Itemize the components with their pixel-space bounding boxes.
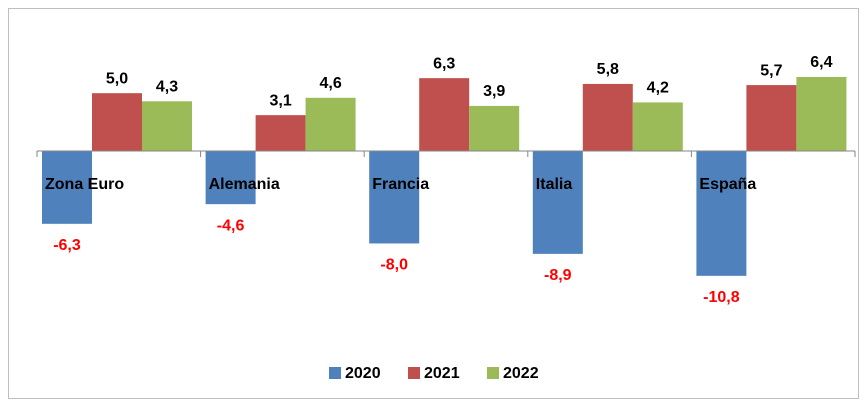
value-label: 6,4	[810, 54, 832, 71]
bar	[632, 102, 683, 151]
bar	[796, 76, 847, 151]
value-label: 5,7	[760, 62, 782, 79]
legend-label: 2020	[345, 365, 381, 382]
bar	[255, 115, 306, 151]
legend-swatch	[329, 367, 341, 379]
value-label: 3,9	[483, 83, 505, 100]
bar	[419, 78, 470, 151]
x-tick-label: Zona Euro	[45, 176, 124, 193]
value-label: 5,8	[597, 61, 619, 78]
value-label: 4,3	[156, 78, 178, 95]
legend-label: 2022	[503, 365, 539, 382]
bar	[142, 101, 192, 151]
bar	[205, 150, 256, 205]
x-tick-label: Alemania	[209, 176, 280, 193]
value-label: 3,1	[269, 92, 291, 109]
bar	[305, 97, 356, 151]
bar	[92, 93, 142, 151]
value-label: 4,2	[647, 80, 669, 97]
bar	[369, 150, 420, 244]
bar	[746, 85, 797, 151]
legend-swatch	[487, 367, 499, 379]
x-tick-label: Italia	[536, 176, 573, 193]
bar	[532, 150, 583, 254]
x-tick-label: Francia	[372, 176, 429, 193]
bar	[42, 150, 92, 224]
value-label: -6,3	[53, 237, 81, 254]
value-label: 4,6	[319, 75, 341, 92]
value-label: 5,0	[106, 70, 128, 87]
bar	[469, 105, 520, 151]
legend-swatch	[408, 367, 420, 379]
value-label: -8,9	[544, 267, 572, 284]
bar	[582, 83, 633, 151]
x-tick-label: España	[699, 176, 756, 193]
legend-label: 2021	[424, 365, 460, 382]
value-label: 6,3	[433, 55, 455, 72]
value-label: -4,6	[217, 217, 245, 234]
value-label: -10,8	[703, 289, 740, 306]
bar	[696, 150, 747, 276]
value-label: -8,0	[380, 257, 408, 274]
